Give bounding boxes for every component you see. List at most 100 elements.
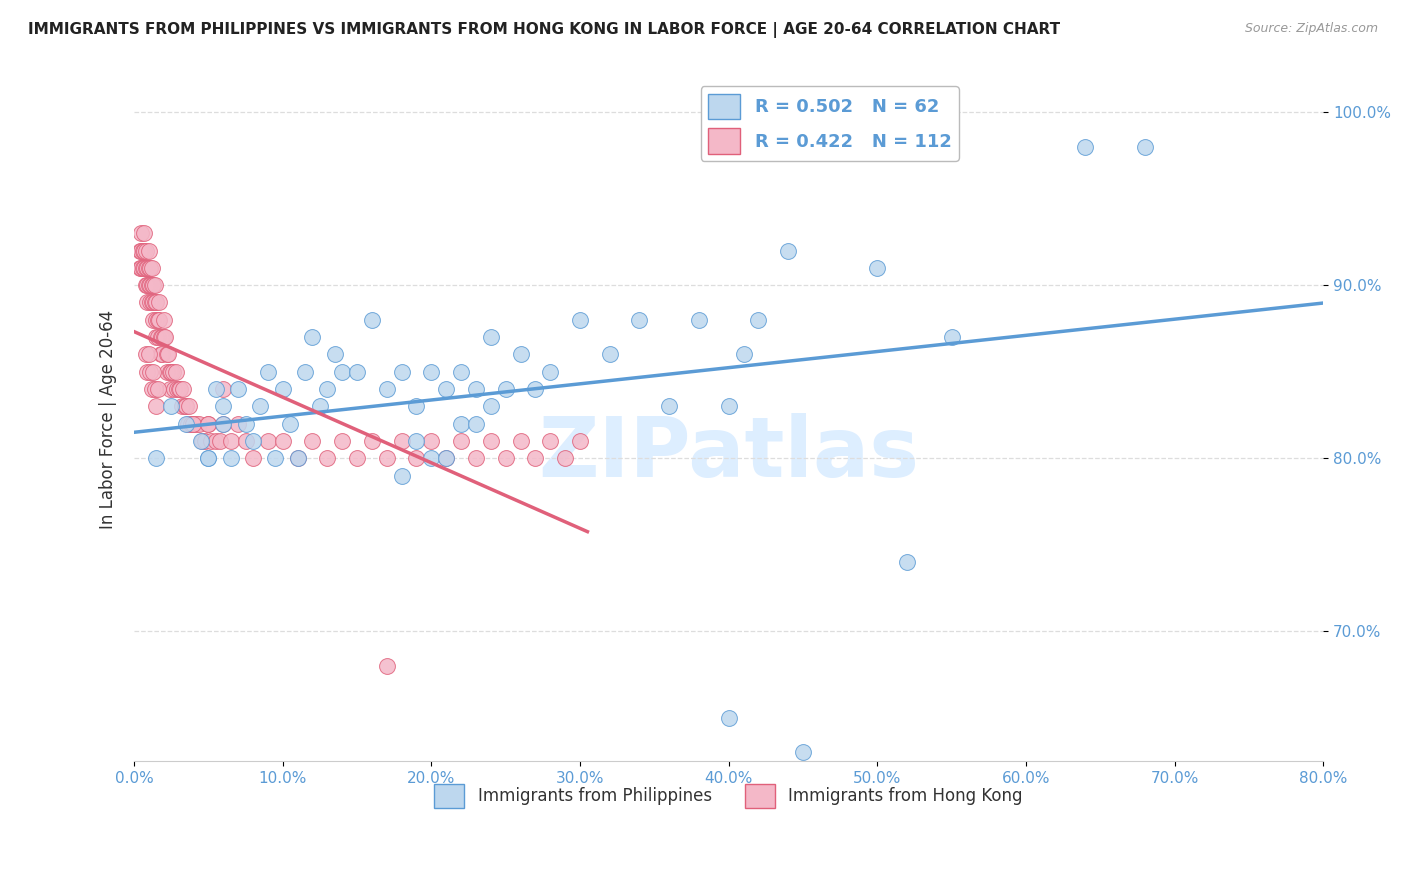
Point [316,451,339,466]
Point [405,399,427,413]
Point [135,278,157,293]
Point [479,434,502,448]
Point [160,365,183,379]
Point [264,451,287,466]
Point [131,244,153,258]
Point [139,295,162,310]
Point [226,417,249,431]
Point [330,434,353,448]
Point [200,434,222,448]
Point [134,260,156,275]
Point [235,434,257,448]
Point [294,365,316,379]
Point [658,399,681,413]
Point [308,399,330,413]
Y-axis label: In Labor Force | Age 20-64: In Labor Force | Age 20-64 [100,310,117,529]
Point [569,434,592,448]
Point [375,451,398,466]
Point [197,417,219,431]
Point [165,365,187,379]
Point [149,330,172,344]
Point [271,382,294,396]
Point [134,226,156,240]
Point [197,451,219,466]
Point [391,365,413,379]
Point [180,417,202,431]
Point [129,244,152,258]
Point [162,365,184,379]
Point [405,451,427,466]
Point [194,434,217,448]
Point [169,382,191,396]
Point [142,312,165,326]
Point [152,312,174,326]
Point [167,382,190,396]
Point [146,382,169,396]
Point [138,244,160,258]
Point [197,417,219,431]
Point [434,451,457,466]
Point [170,399,193,413]
Point [538,434,561,448]
Point [450,434,472,448]
Point [242,451,264,466]
Point [212,417,235,431]
Point [186,417,208,431]
Point [146,312,169,326]
Point [524,451,547,466]
Point [420,365,443,379]
Point [174,399,197,413]
Point [360,434,382,448]
Point [145,399,167,413]
Point [479,330,502,344]
Point [212,399,235,413]
Point [733,347,755,361]
Point [792,746,814,760]
Point [346,451,368,466]
Point [420,434,443,448]
Point [465,382,488,396]
Point [156,347,179,361]
Point [188,417,211,431]
Point [249,399,271,413]
Point [131,260,153,275]
Point [495,382,517,396]
Point [212,417,235,431]
Point [177,399,200,413]
Point [330,365,353,379]
Point [287,451,309,466]
Point [405,434,427,448]
Point [159,365,181,379]
Point [138,260,160,275]
Point [599,347,621,361]
Point [135,244,157,258]
Point [219,451,242,466]
Point [391,468,413,483]
Point [183,417,205,431]
Point [278,417,301,431]
Point [212,382,235,396]
Point [190,434,212,448]
Point [148,295,170,310]
Point [717,711,740,725]
Point [1133,139,1156,153]
Point [323,347,346,361]
Point [136,365,159,379]
Point [209,434,232,448]
Point [174,417,197,431]
Point [141,295,163,310]
Legend: Immigrants from Philippines, Immigrants from Hong Kong: Immigrants from Philippines, Immigrants … [427,777,1029,814]
Point [434,451,457,466]
Point [138,278,160,293]
Point [160,399,183,413]
Point [139,260,162,275]
Point [155,330,177,344]
Point [148,312,170,326]
Point [896,555,918,569]
Point [129,260,152,275]
Point [554,451,576,466]
Point [778,244,800,258]
Point [132,260,155,275]
Point [569,312,592,326]
Point [146,330,169,344]
